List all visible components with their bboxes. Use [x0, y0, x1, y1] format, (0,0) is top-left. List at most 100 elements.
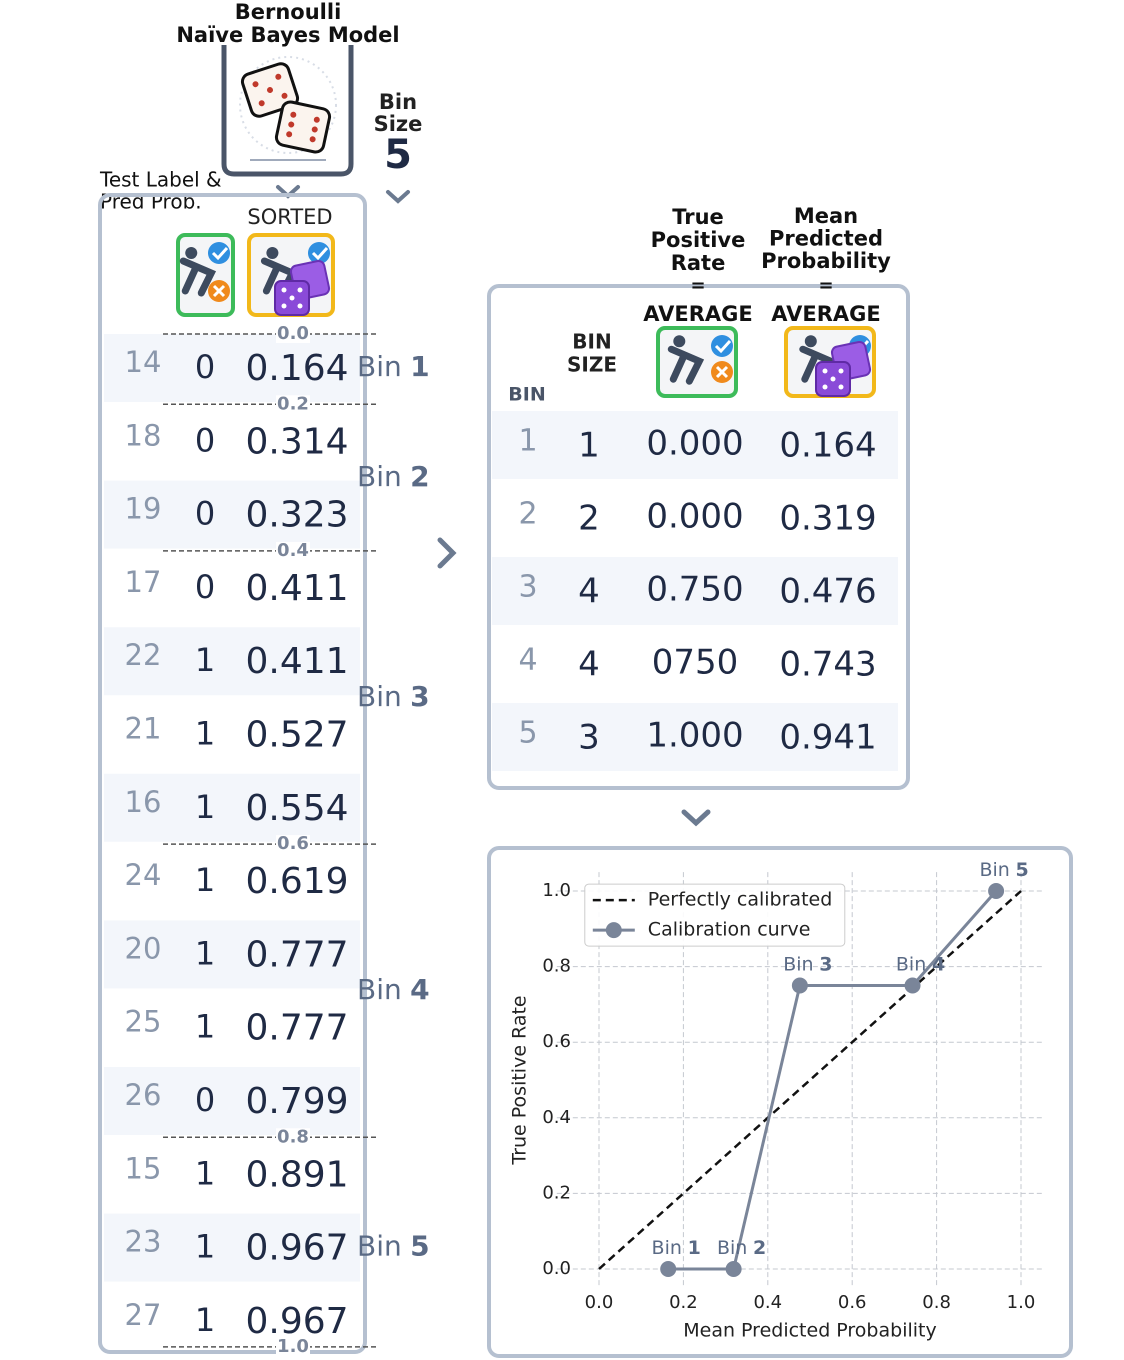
x [212, 284, 226, 298]
boundary-label: 1.0 [277, 1336, 309, 1357]
row-band [492, 411, 898, 479]
row-label: 0 [195, 348, 215, 386]
mpp-cell: 0.941 [779, 718, 876, 758]
row-label: 1 [195, 1301, 215, 1339]
row-id: 27 [125, 1298, 162, 1332]
row-id: 24 [125, 858, 162, 892]
check [211, 246, 229, 261]
row-label: 0 [195, 568, 215, 606]
bin-label: Bin 5 [979, 859, 1028, 881]
legend-box [584, 883, 846, 947]
row-prob: 0.411 [245, 641, 348, 682]
x-tick-label: 0.0 [585, 1292, 614, 1313]
check [311, 246, 329, 261]
x-tick-label: 0.6 [838, 1292, 867, 1313]
bin-number: 1 [410, 350, 429, 383]
point [725, 1261, 742, 1277]
check-badge [308, 242, 330, 264]
bin-number: 5 [410, 1230, 429, 1263]
row-prob: 0.799 [245, 1081, 348, 1122]
mpp-cell: 0.476 [779, 572, 876, 612]
row-id: 20 [125, 931, 162, 965]
row-prob: 0.891 [245, 1154, 348, 1195]
row-band [104, 773, 360, 842]
row-label: 1 [195, 1228, 215, 1266]
row-prob: 0.967 [245, 1228, 348, 1269]
bin-cell: 4 [518, 643, 537, 678]
bin-number: 2 [753, 1237, 766, 1259]
bin-label: Bin 1 [357, 350, 430, 383]
size-cell: 4 [578, 572, 600, 612]
model-halo [239, 56, 337, 154]
dice-dot [281, 287, 287, 293]
row-id: 25 [125, 1005, 162, 1039]
bin-label: Bin 3 [357, 680, 430, 713]
row-id: 17 [125, 565, 162, 599]
series-line [668, 890, 998, 1271]
row-band [104, 334, 360, 402]
bin-word: Bin [783, 953, 813, 975]
row-label: 1 [195, 715, 215, 753]
bin-cell: 5 [518, 716, 537, 751]
equals: = [690, 275, 705, 296]
mpp-cell: 0.164 [779, 426, 876, 466]
tpr-header: Positive [651, 228, 746, 252]
dice-dot [297, 303, 303, 309]
model-title: Bernoulli [235, 0, 342, 24]
tpr-cell: 0.750 [646, 570, 743, 610]
row-id: 22 [125, 638, 162, 672]
boundary-label: 0.4 [277, 540, 309, 561]
figure-head [673, 335, 686, 348]
die [274, 100, 332, 154]
row-band [104, 480, 360, 549]
point [988, 883, 1005, 899]
bin-word: Bin [357, 973, 402, 1006]
bin-cell: 3 [518, 570, 537, 605]
row-band [104, 920, 360, 989]
row-id: 15 [125, 1151, 162, 1185]
figure [179, 257, 217, 297]
row-label: 0 [195, 1081, 215, 1119]
bin-number: 5 [1016, 859, 1029, 881]
y-tick-label: 1.0 [542, 880, 571, 901]
row-prob: 0.554 [245, 788, 348, 829]
reference-line [598, 890, 1022, 1270]
bin-label: Bin 3 [783, 953, 832, 975]
bin-cell: 1 [518, 424, 537, 459]
dice-dot [838, 384, 844, 390]
row-prob: 0.164 [245, 348, 348, 389]
bin-word: Bin [357, 460, 402, 493]
legend-label: Calibration curve [648, 919, 811, 941]
bin-word: Bin [979, 859, 1009, 881]
bin-number: 2 [410, 460, 429, 493]
bin-size-value: 5 [384, 132, 412, 178]
row-prob: 0.967 [245, 1301, 348, 1342]
average: AVERAGE [643, 302, 752, 326]
bin-word: Bin [357, 350, 402, 383]
bin-word: Bin [652, 1237, 682, 1259]
point [904, 977, 921, 994]
bin-size-header: BIN [572, 330, 611, 354]
legend-marker [605, 922, 622, 939]
bin-word: Bin [896, 953, 926, 975]
row-label: 1 [195, 641, 215, 679]
size-cell: 4 [578, 645, 600, 685]
chevron-down [386, 190, 410, 204]
row-id: 19 [125, 492, 162, 526]
bin-label: Bin 2 [357, 460, 430, 493]
dice-dot [822, 368, 828, 374]
tpr-cell: 0.000 [646, 497, 743, 537]
bin-size-header: SIZE [567, 353, 617, 377]
row-band [104, 1067, 360, 1135]
y-tick-label: 0.2 [542, 1182, 571, 1203]
row-id: 18 [125, 418, 162, 452]
tpr-cell: 1.000 [646, 716, 743, 756]
bin-label: Bin 4 [896, 953, 945, 975]
tpr-cell: 0.000 [646, 424, 743, 464]
tpr-cell: 0750 [652, 643, 739, 683]
dice-dot [289, 295, 295, 301]
row-label: 1 [195, 861, 215, 899]
row-label: 0 [195, 495, 215, 533]
bin-word: Bin [717, 1237, 747, 1259]
boundary-label-bg [276, 395, 310, 414]
